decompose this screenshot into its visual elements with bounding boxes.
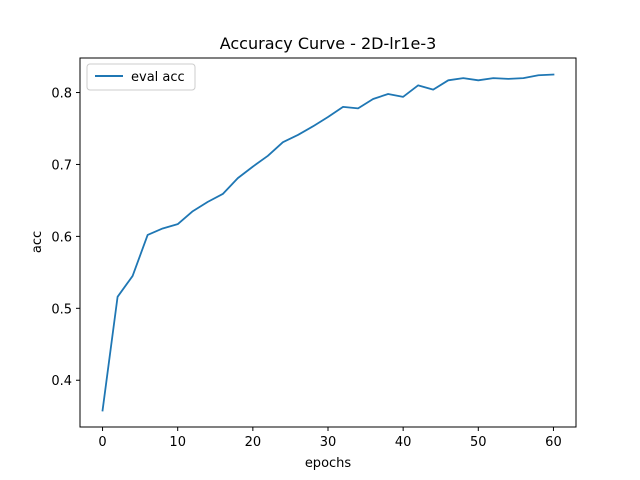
legend-label-eval-acc: eval acc [131,70,185,85]
x-tick-label: 10 [169,435,186,450]
plot-frame [79,57,577,428]
x-tick-label: 20 [245,435,262,450]
y-axis-label: acc [30,231,45,253]
chart-title: Accuracy Curve - 2D-lr1e-3 [220,34,437,53]
x-axis-label: epochs [305,456,352,471]
series-line-0 [101,73,555,412]
x-tick-label: 30 [320,435,337,450]
x-axis-ticks: 0 10 20 30 40 50 60 [98,427,562,450]
y-tick-label: 0.7 [51,158,72,173]
y-tick-label: 0.4 [51,374,72,389]
y-tick-label: 0.8 [51,87,72,102]
x-tick-label: 0 [98,435,106,450]
y-tick-label: 0.5 [51,302,72,317]
x-tick-label: 40 [395,435,412,450]
legend: eval acc [86,63,196,91]
x-tick-label: 50 [470,435,487,450]
y-axis-ticks: 0.4 0.5 0.6 0.7 0.8 [51,87,80,389]
x-tick-label: 60 [545,435,562,450]
legend-box [86,63,196,91]
y-tick-label: 0.6 [51,230,72,245]
series-layer [101,73,555,412]
